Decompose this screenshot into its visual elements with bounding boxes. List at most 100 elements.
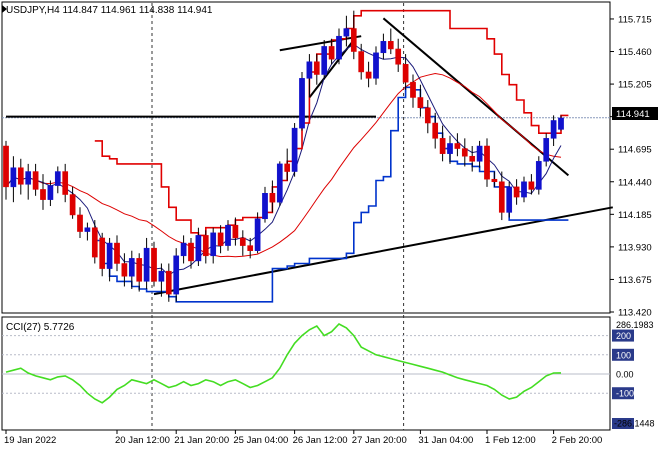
bull-candle bbox=[543, 138, 550, 162]
bull-candle bbox=[380, 41, 387, 54]
bull-candle bbox=[343, 28, 350, 37]
bear-candle bbox=[77, 214, 83, 232]
bear-candle bbox=[284, 163, 291, 172]
bear-candle bbox=[165, 270, 172, 295]
bull-candle bbox=[321, 46, 328, 75]
symbol-marker-icon bbox=[2, 5, 7, 13]
bull-candle bbox=[336, 35, 342, 60]
bull-candle bbox=[506, 186, 513, 213]
bear-candle bbox=[99, 237, 106, 269]
current-price-label: 114.941 bbox=[616, 109, 650, 120]
bull-candle bbox=[558, 117, 564, 130]
red-moving-average bbox=[5, 72, 562, 258]
bull-candle bbox=[299, 78, 305, 129]
current-price-tag: 114.941 bbox=[612, 107, 658, 120]
upper-channel-line bbox=[279, 35, 362, 52]
x-tick-label: 19 Jan 2022 bbox=[4, 435, 56, 446]
bull-candle bbox=[225, 224, 231, 246]
bear-candle bbox=[402, 64, 409, 83]
bear-candle bbox=[188, 242, 194, 262]
bear-candle bbox=[498, 181, 505, 213]
bull-candle bbox=[128, 258, 135, 277]
cci-level-tag bbox=[612, 348, 634, 361]
cci-label: CCI(27) 5.7726 bbox=[6, 322, 75, 333]
bear-candle bbox=[239, 237, 246, 246]
cci-plot-frame bbox=[1, 316, 611, 431]
bear-candle bbox=[114, 242, 120, 264]
bear-candle bbox=[417, 97, 424, 108]
bull-candle bbox=[25, 171, 32, 185]
bull-candle bbox=[447, 143, 453, 154]
y-tick-label: 114.440 bbox=[618, 177, 652, 188]
bear-candle bbox=[3, 145, 9, 188]
cci-level-label: 100 bbox=[616, 350, 631, 360]
bear-candle bbox=[40, 189, 46, 200]
bear-candle bbox=[491, 178, 498, 183]
bull-candle bbox=[254, 218, 261, 251]
bull-candle bbox=[521, 181, 527, 198]
bear-candle bbox=[151, 247, 157, 282]
y-tick-label: 114.185 bbox=[618, 210, 652, 221]
bull-candle bbox=[143, 247, 150, 282]
bear-candle bbox=[62, 171, 69, 195]
bear-candle bbox=[17, 167, 24, 185]
y-tick-label: 114.695 bbox=[618, 145, 652, 156]
symbol-title: USDJPY,H4 114.847 114.961 114.838 114.94… bbox=[6, 5, 213, 16]
bear-candle bbox=[484, 145, 490, 180]
bull-candle bbox=[195, 235, 202, 262]
bear-candle bbox=[269, 193, 276, 203]
bear-candle bbox=[328, 46, 335, 60]
bull-candle bbox=[476, 145, 483, 162]
bear-candle bbox=[454, 143, 461, 149]
cci-level-tag bbox=[612, 329, 634, 342]
rising-support-trendline bbox=[153, 206, 613, 296]
bear-candle bbox=[439, 138, 446, 154]
y-tick-label: 113.420 bbox=[618, 308, 652, 319]
cci-max-label: 286.1983 bbox=[616, 320, 654, 330]
bear-candle bbox=[217, 232, 224, 246]
bear-candle bbox=[395, 48, 402, 65]
bull-candle bbox=[47, 185, 54, 200]
bull-candle bbox=[373, 52, 379, 79]
cci-level-label: 0.00 bbox=[616, 370, 634, 380]
bull-candle bbox=[276, 163, 283, 203]
bull-candle bbox=[535, 161, 542, 190]
x-tick-label: 26 Jan 12:00 bbox=[293, 435, 348, 446]
bear-candle bbox=[469, 155, 476, 162]
bear-candle bbox=[91, 227, 98, 258]
bear-candle bbox=[461, 148, 468, 157]
bull-candle bbox=[106, 242, 113, 269]
bull-candle bbox=[180, 242, 187, 257]
bear-candle bbox=[202, 235, 209, 257]
bear-candle bbox=[232, 224, 239, 239]
x-tick-label: 27 Jan 20:00 bbox=[352, 435, 407, 446]
bull-candle bbox=[210, 232, 217, 257]
x-tick-label: 31 Jan 04:00 bbox=[418, 435, 473, 446]
bear-candle bbox=[387, 41, 394, 50]
x-tick-label: 2 Feb 20:00 bbox=[552, 435, 603, 446]
cci-level-label: 200 bbox=[616, 331, 631, 341]
bull-candle bbox=[262, 193, 268, 220]
bull-candle bbox=[158, 270, 165, 282]
bear-candle bbox=[410, 81, 416, 98]
bear-candle bbox=[247, 245, 254, 251]
x-tick-label: 25 Jan 04:00 bbox=[233, 435, 288, 446]
bull-candle bbox=[84, 227, 91, 232]
bear-candle bbox=[365, 71, 372, 79]
bull-candle bbox=[54, 171, 61, 186]
bear-candle bbox=[136, 258, 143, 282]
y-tick-label: 115.205 bbox=[618, 80, 652, 91]
x-tick-label: 20 Jan 12:00 bbox=[115, 435, 170, 446]
cci-min-label: -286.1448 bbox=[614, 419, 655, 429]
bull-candle bbox=[306, 61, 313, 79]
bear-candle bbox=[121, 263, 128, 277]
bear-candle bbox=[528, 181, 535, 190]
bear-candle bbox=[32, 171, 39, 190]
blue-moving-average bbox=[5, 43, 562, 276]
bear-candle bbox=[424, 107, 431, 124]
bull-candle bbox=[550, 120, 557, 139]
bear-candle bbox=[432, 122, 439, 139]
cci-level-tag bbox=[612, 387, 634, 400]
bull-candle bbox=[10, 167, 17, 188]
